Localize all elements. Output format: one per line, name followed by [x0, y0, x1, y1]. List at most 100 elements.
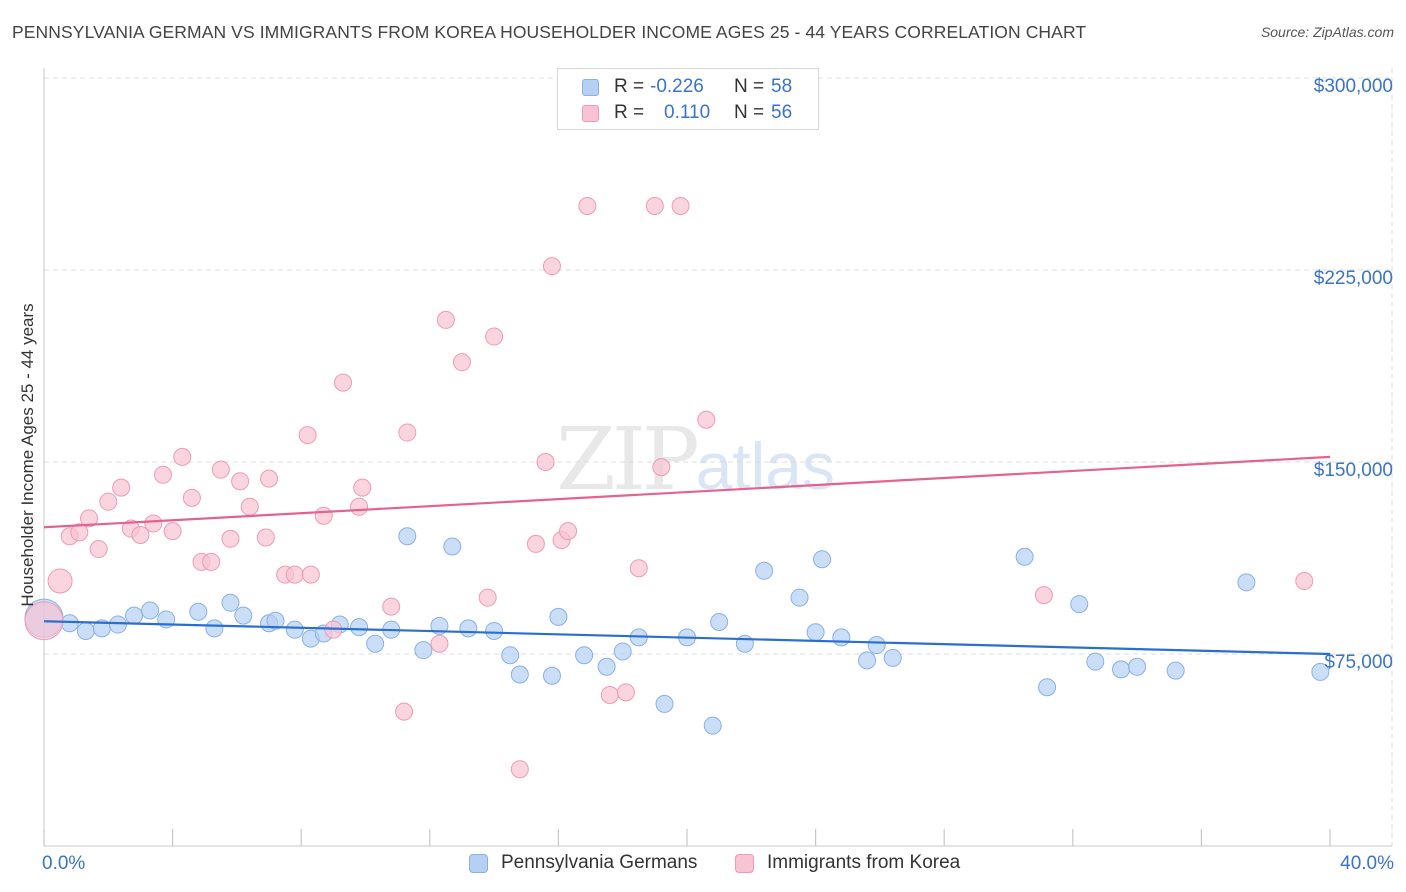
series-immigrants-from-korea [24, 197, 1314, 779]
source-credit: Source: ZipAtlas.com [1260, 24, 1394, 40]
data-point [382, 597, 401, 616]
data-point [1295, 572, 1314, 591]
data-point [443, 537, 462, 556]
trend-line-immigrants-from-korea [43, 455, 1331, 529]
data-point [70, 523, 89, 542]
n-value: 58 [771, 76, 793, 97]
data-point [1311, 662, 1330, 681]
data-point [211, 460, 230, 479]
data-point [501, 646, 520, 665]
data-point [144, 514, 163, 533]
data-point [173, 447, 192, 466]
data-point [141, 601, 160, 620]
legend-swatch-blue [582, 79, 599, 96]
data-point [260, 469, 279, 488]
data-point [285, 620, 304, 639]
data-point [301, 565, 320, 584]
data-point [1070, 595, 1089, 614]
data-point [478, 588, 497, 607]
data-point [234, 606, 253, 625]
legend-swatch-pink [735, 854, 754, 873]
data-point [60, 614, 79, 633]
data-point [671, 197, 690, 215]
series-legend: Pennsylvania Germans Immigrants from Kor… [0, 852, 1406, 876]
data-point [652, 458, 671, 477]
data-point [629, 559, 648, 578]
data-points [24, 197, 1330, 779]
data-point [430, 634, 449, 653]
data-point [510, 760, 529, 779]
data-point [1086, 652, 1105, 671]
trend-lines [43, 455, 1331, 656]
data-point [549, 607, 568, 626]
data-point [1015, 547, 1034, 566]
x-tick-label-min: 0.0% [42, 853, 86, 874]
data-point [542, 666, 561, 685]
chart-title: PENNSYLVANIA GERMAN VS IMMIGRANTS FROM K… [12, 22, 1087, 42]
data-point [353, 478, 372, 497]
data-point [703, 716, 722, 735]
data-point [398, 527, 417, 546]
data-point [314, 506, 333, 525]
legend-label: Immigrants from Korea [767, 852, 961, 873]
data-point [559, 522, 578, 541]
data-point [832, 628, 851, 647]
r-label: R = [614, 76, 645, 97]
data-point [163, 522, 182, 541]
data-point [189, 602, 208, 621]
data-point [436, 310, 455, 329]
data-point [231, 472, 250, 491]
data-point [414, 641, 433, 660]
data-point [240, 497, 259, 516]
data-point [485, 621, 504, 640]
data-point [1038, 678, 1057, 697]
data-point [485, 327, 504, 346]
data-point [858, 651, 877, 670]
data-point [398, 423, 417, 442]
data-point [256, 528, 275, 547]
grid-lines [44, 68, 1393, 846]
data-point [616, 683, 635, 702]
data-point [1034, 586, 1053, 605]
n-label: N = [734, 76, 765, 97]
r-label: R = [614, 102, 645, 123]
r-value: -0.226 [650, 76, 704, 97]
data-point [205, 619, 224, 638]
data-point [1128, 657, 1147, 676]
data-point [47, 568, 73, 594]
trend-line-pennsylvania-germans [43, 620, 1331, 656]
data-point [131, 525, 150, 544]
y-tick-label: $225,000 [1313, 268, 1393, 289]
data-point [285, 565, 304, 584]
data-point [645, 197, 664, 215]
legend-row-immigrants-from-korea: R = 0.110 N = 56 [558, 101, 818, 127]
data-point [76, 621, 95, 640]
data-point [452, 353, 471, 372]
y-axis-label: Householder Income Ages 25 - 44 years [18, 303, 37, 607]
data-point [578, 197, 597, 215]
data-point [80, 509, 99, 528]
data-point [350, 497, 369, 516]
data-point [883, 648, 902, 667]
data-point [182, 488, 201, 507]
data-point [430, 616, 449, 635]
r-value: 0.110 [664, 102, 711, 123]
data-point [459, 619, 478, 638]
data-point [655, 694, 674, 713]
data-point [613, 642, 632, 661]
data-point [813, 550, 832, 569]
legend-label: Pennsylvania Germans [501, 852, 698, 873]
data-point [755, 561, 774, 580]
correlation-legend: R = -0.226 N = 58 R = 0.110 N = 56 [557, 68, 819, 130]
data-point [221, 529, 240, 548]
data-point [99, 492, 118, 511]
data-point [1237, 573, 1256, 592]
n-label: N = [734, 102, 765, 123]
y-tick-label: $150,000 [1313, 460, 1393, 481]
data-point [153, 465, 172, 484]
data-point [350, 618, 369, 637]
data-point [333, 373, 352, 392]
data-point [395, 702, 414, 721]
data-point [536, 453, 555, 471]
